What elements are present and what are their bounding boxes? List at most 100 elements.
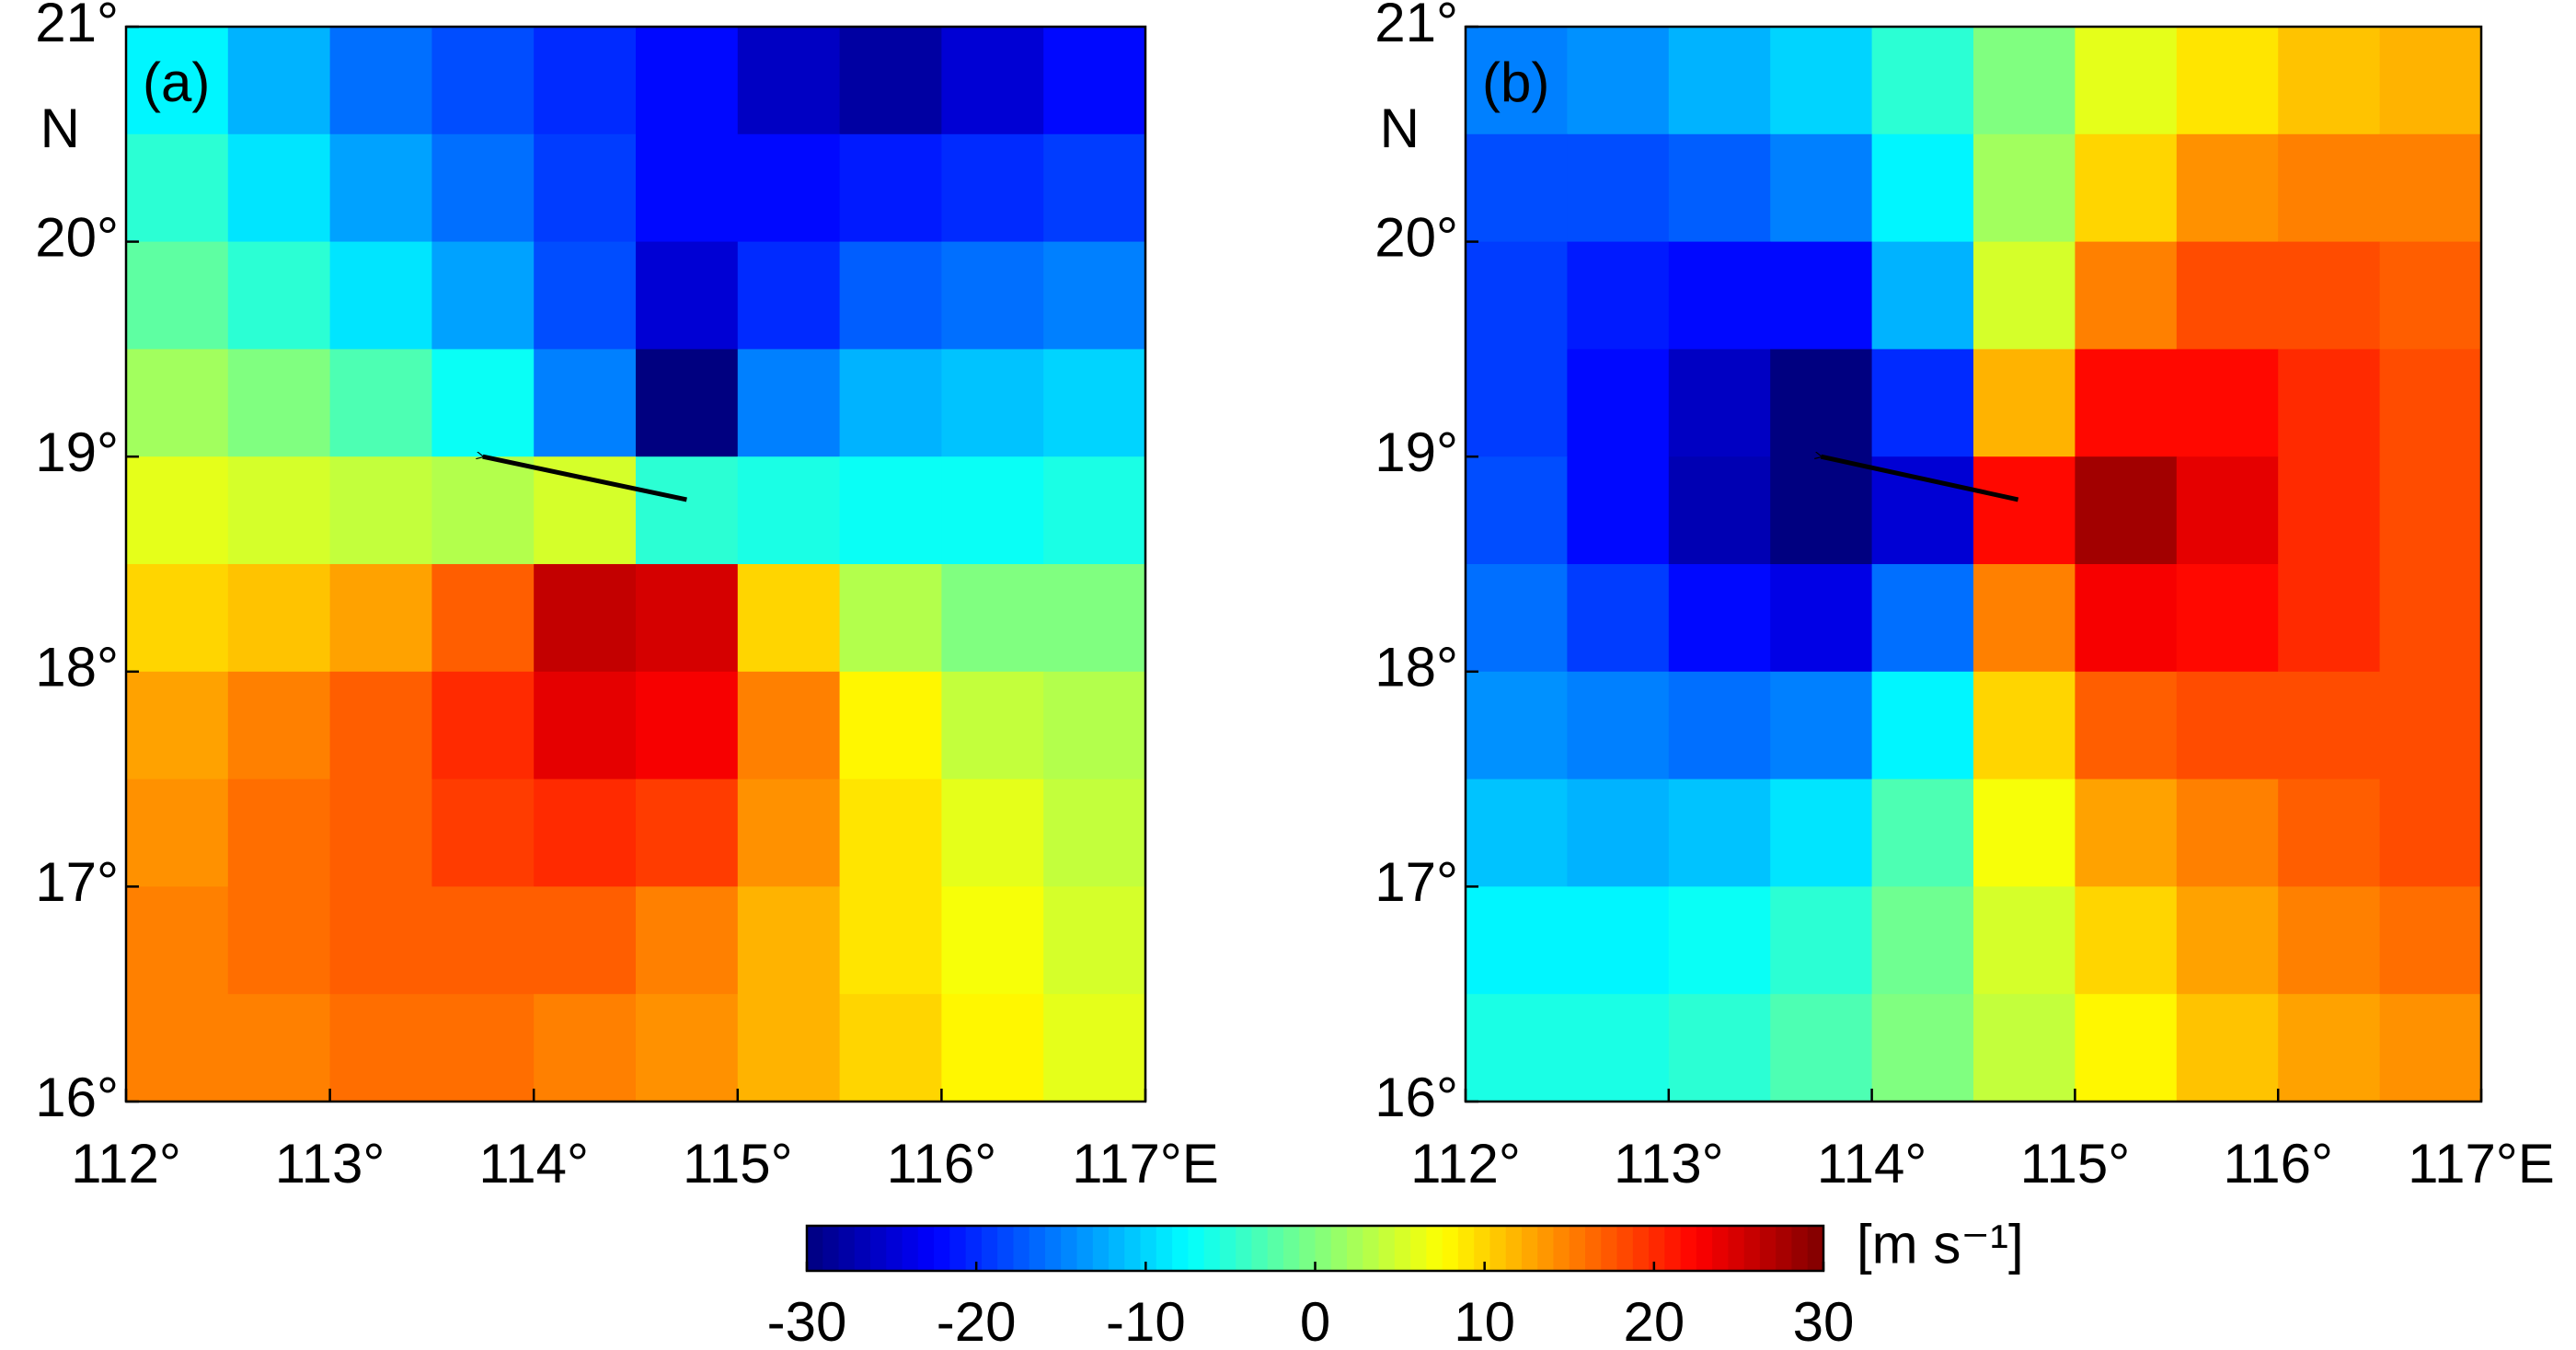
field-cell — [636, 456, 739, 565]
field-cell — [839, 133, 942, 243]
colorbar-step — [1505, 1226, 1523, 1271]
field-cell — [2075, 779, 2178, 887]
field-cell — [2379, 241, 2482, 350]
x-tick-label: 112° — [1410, 1133, 1521, 1194]
y-tick-label: 18° — [1374, 637, 1458, 698]
field-cell — [1567, 456, 1670, 565]
field-cell — [2278, 241, 2381, 350]
colorbar-step — [1728, 1226, 1745, 1271]
field-cell — [1466, 886, 1568, 995]
field-cell — [2379, 671, 2482, 780]
field-cell — [1043, 994, 1146, 1102]
field-cell — [2176, 133, 2279, 243]
field-cell — [941, 994, 1044, 1102]
field-cell — [126, 27, 229, 135]
field-cell — [431, 779, 535, 887]
field-cell — [329, 886, 432, 995]
field-cell — [534, 456, 637, 565]
panel-label: (a) — [143, 52, 210, 113]
field-cell — [737, 27, 841, 135]
colorbar-step — [822, 1226, 840, 1271]
field-cell — [329, 349, 432, 457]
field-cell — [1668, 886, 1771, 995]
field-cell — [1466, 27, 1568, 135]
field-cell — [126, 564, 229, 673]
field-cell — [2278, 564, 2381, 673]
colorbar-step — [1791, 1226, 1809, 1271]
field-cell — [941, 349, 1044, 457]
field-cell — [227, 241, 331, 350]
field-cell — [941, 27, 1044, 135]
colorbar-step — [1172, 1226, 1189, 1271]
field-cell — [839, 994, 942, 1102]
colorbar-step — [1394, 1226, 1411, 1271]
field-cell — [636, 564, 739, 673]
colorbar-step — [1029, 1226, 1046, 1271]
colorbar-step — [1410, 1226, 1427, 1271]
field-cell — [1466, 241, 1568, 350]
field-cell — [1871, 349, 1974, 457]
field-cell — [329, 564, 432, 673]
field-cell — [1567, 779, 1670, 887]
field-cell — [737, 779, 841, 887]
colorbar-step — [1092, 1226, 1110, 1271]
colorbar-step — [1489, 1226, 1507, 1271]
colorbar-step — [1601, 1226, 1618, 1271]
colorbar-step — [807, 1226, 823, 1271]
field-cell — [329, 27, 432, 135]
field-cell — [1043, 886, 1146, 995]
field-cell — [636, 27, 739, 135]
field-cell — [737, 671, 841, 780]
field-cell — [636, 133, 739, 243]
field-cell — [1466, 564, 1568, 673]
colorbar-step — [1649, 1226, 1665, 1271]
field-cell — [2278, 27, 2381, 135]
field-cell — [737, 456, 841, 565]
field-cell — [227, 133, 331, 243]
field-cell — [737, 886, 841, 995]
field-cell — [227, 27, 331, 135]
x-tick-label: 117°E — [2408, 1133, 2555, 1194]
field-cell — [2176, 456, 2279, 565]
field-cell — [1043, 241, 1146, 350]
field-cell — [1567, 564, 1670, 673]
colorbar-step — [1569, 1226, 1586, 1271]
field-cell — [1567, 133, 1670, 243]
field-cell — [1466, 671, 1568, 780]
field-cell — [431, 456, 535, 565]
field-cell — [126, 456, 229, 565]
colorbar-step — [1712, 1226, 1730, 1271]
field-cell — [1668, 241, 1771, 350]
field-cell — [1043, 779, 1146, 887]
field-cell — [737, 241, 841, 350]
field-cell — [2379, 349, 2482, 457]
colorbar-step — [1219, 1226, 1236, 1271]
colorbar-step — [1044, 1226, 1062, 1271]
colorbar-step — [981, 1226, 998, 1271]
field-cell — [737, 133, 841, 243]
field-cell — [1043, 133, 1146, 243]
field-cell — [2176, 27, 2279, 135]
colorbar-step — [1426, 1226, 1443, 1271]
colorbar-step — [1521, 1226, 1538, 1271]
field-cell — [1871, 886, 1974, 995]
field-cell — [431, 994, 535, 1102]
field-cell — [1973, 886, 2076, 995]
field-cell — [839, 564, 942, 673]
field-cell — [1871, 27, 1974, 135]
colorbar-label: [m s⁻¹] — [1857, 1213, 2024, 1275]
field-cell — [126, 241, 229, 350]
field-cell — [2075, 671, 2178, 780]
colorbar-step — [1616, 1226, 1634, 1271]
colorbar-step — [838, 1226, 856, 1271]
field-cell — [126, 886, 229, 995]
field-cell — [1770, 241, 1873, 350]
colorbar-step — [1378, 1226, 1396, 1271]
field-cell — [431, 349, 535, 457]
field-cell — [737, 564, 841, 673]
colorbar-step — [1061, 1226, 1078, 1271]
field-cell — [1567, 671, 1670, 780]
field-cell — [839, 349, 942, 457]
field-cell — [2176, 994, 2279, 1102]
colorbar-step — [854, 1226, 871, 1271]
